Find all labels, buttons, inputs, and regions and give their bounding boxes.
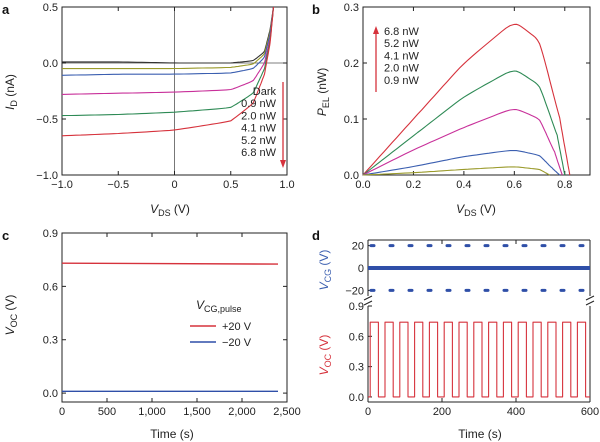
- panel-d-ylabel-voc: VOC (V): [317, 335, 333, 376]
- panel-b-legend-3: 2.0 nW: [384, 63, 419, 75]
- panel-d-break-1a: [585, 295, 595, 301]
- panel-d-xtick-label: 400: [507, 406, 525, 418]
- panel-d-xtick-label: 0: [365, 406, 371, 418]
- panel-d-bottom-ytick-label: 0.9: [349, 301, 364, 313]
- panel-d-break-1b: [585, 300, 595, 306]
- panel-a-legend-arrowhead: [280, 160, 286, 168]
- panel-d-xtick-label: 600: [581, 406, 599, 418]
- panel-a-series-3: [62, 7, 275, 95]
- panel-d-break-0a: [363, 295, 373, 301]
- panel-a-legend-0: Dark: [253, 86, 277, 98]
- panel-c-xtick-label: 2,000: [228, 406, 256, 418]
- panel-label-b: b: [312, 2, 320, 17]
- panel-b-series-2: [362, 108, 563, 176]
- panel-c-frame: [61, 232, 288, 403]
- panel-a-legend-2: 2.0 nW: [241, 110, 276, 122]
- panel-c-legend-1: −20 V: [222, 337, 252, 349]
- panel-d-ylabel-vcg: VCG (V): [317, 250, 333, 291]
- panel-d-top-ytick-label: 20: [352, 241, 364, 253]
- panel-a-ylabel: ID (nA): [3, 74, 19, 110]
- panel-b-xtick-label: 0.6: [507, 179, 522, 191]
- panel-b-ytick-label: 0.1: [344, 114, 359, 126]
- panel-c-ytick-label: 0.9: [43, 228, 58, 240]
- panel-a-legend-4: 5.2 nW: [241, 135, 276, 147]
- panel-a-legend-3: 4.1 nW: [241, 123, 276, 135]
- panel-a-xlabel: VDS (V): [150, 202, 190, 218]
- panel-d-top-ytick-label: −20: [345, 285, 364, 297]
- panel-d-xtick-label: 200: [433, 406, 451, 418]
- panel-d-break-0b: [363, 300, 373, 306]
- panel-c-xtick-label: 1,000: [138, 406, 166, 418]
- panel-b-ytick-label: 0.0: [344, 170, 359, 182]
- panel-b-frame: [362, 6, 591, 176]
- panel-b-xtick-label: 0.8: [557, 179, 572, 191]
- panel-a-series-group: [62, 7, 275, 137]
- panel-a-ytick-label: −1.0: [36, 170, 58, 182]
- panel-c-series-0: [61, 262, 279, 265]
- panel-b-xtick-label: 0.2: [406, 179, 421, 191]
- panel-c-xlabel: Time (s): [150, 427, 194, 441]
- panel-a-series-5: [62, 7, 275, 137]
- panel-b-ytick-label: 0.3: [344, 2, 359, 14]
- panel-c-ylabel: VOC (V): [3, 295, 19, 336]
- panel-a-xtick-label: 0: [171, 179, 177, 191]
- panel-a-series-2: [62, 7, 275, 76]
- panel-c-ytick-label: 0.3: [43, 335, 58, 347]
- panel-d-top-ytick-label: 0: [358, 263, 364, 275]
- panel-c-legend-0: +20 V: [222, 321, 252, 333]
- panel-a-series-1: [62, 7, 275, 70]
- panel-d-bottom-ytick-label: 0.6: [349, 331, 364, 343]
- panel-c-xtick-label: 2,500: [273, 406, 301, 418]
- panel-a-legend-5: 6.8 nW: [241, 147, 276, 159]
- panel-b-xtick-label: 0.0: [355, 179, 370, 191]
- panel-b-legend-2: 4.1 nW: [384, 50, 419, 62]
- panel-a-xtick-label: 1.0: [279, 179, 294, 191]
- panel-label-d: d: [312, 228, 320, 243]
- panel-b-ytick-label: 0.2: [344, 58, 359, 70]
- panel-b-series-1: [362, 70, 566, 176]
- panel-a-legend-1: 0.9 nW: [241, 98, 276, 110]
- panel-b-xlabel: VDS (V): [456, 202, 496, 218]
- panel-b-series-4: [362, 166, 550, 176]
- panel-b-legend-arrowhead: [373, 26, 379, 34]
- panel-c-ytick-label: 0.0: [43, 388, 58, 400]
- panel-label-c: c: [2, 228, 9, 243]
- panel-b-series-3: [362, 149, 561, 176]
- panel-a-ytick-label: 0.5: [43, 2, 58, 14]
- panel-c-xtick-label: 1,500: [183, 406, 211, 418]
- panel-b-series-0: [362, 23, 571, 176]
- panel-a-ytick-label: −0.5: [36, 114, 58, 126]
- panel-a-xtick-label: 0.5: [223, 179, 238, 191]
- panel-b-legend-4: 0.9 nW: [384, 75, 419, 87]
- panel-c-xtick-label: 0: [59, 406, 65, 418]
- panel-b-legend-0: 6.8 nW: [384, 26, 419, 38]
- panel-b-xtick-label: 0.4: [456, 179, 471, 191]
- panel-d-bottom-ytick-label: 0.0: [349, 392, 364, 404]
- panel-label-a: a: [2, 2, 10, 17]
- panel-c-ytick-label: 0.6: [43, 281, 58, 293]
- panel-a-xtick-label: −0.5: [107, 179, 129, 191]
- panel-d-voc-series: [368, 321, 590, 398]
- panel-d-bottom-ytick-label: 0.3: [349, 362, 364, 374]
- panel-a-ytick-label: 0.0: [43, 58, 58, 70]
- panel-a-xtick-label: −1.0: [51, 179, 73, 191]
- panel-c-xtick-label: 500: [98, 406, 116, 418]
- panel-a-series-0: [62, 7, 275, 64]
- panel-b-legend-1: 5.2 nW: [384, 38, 419, 50]
- panel-c-legend-title: VCG,pulse: [196, 298, 242, 314]
- panel-b-ylabel: PEL (nW): [315, 68, 331, 116]
- panel-d-xlabel: Time (s): [458, 427, 502, 441]
